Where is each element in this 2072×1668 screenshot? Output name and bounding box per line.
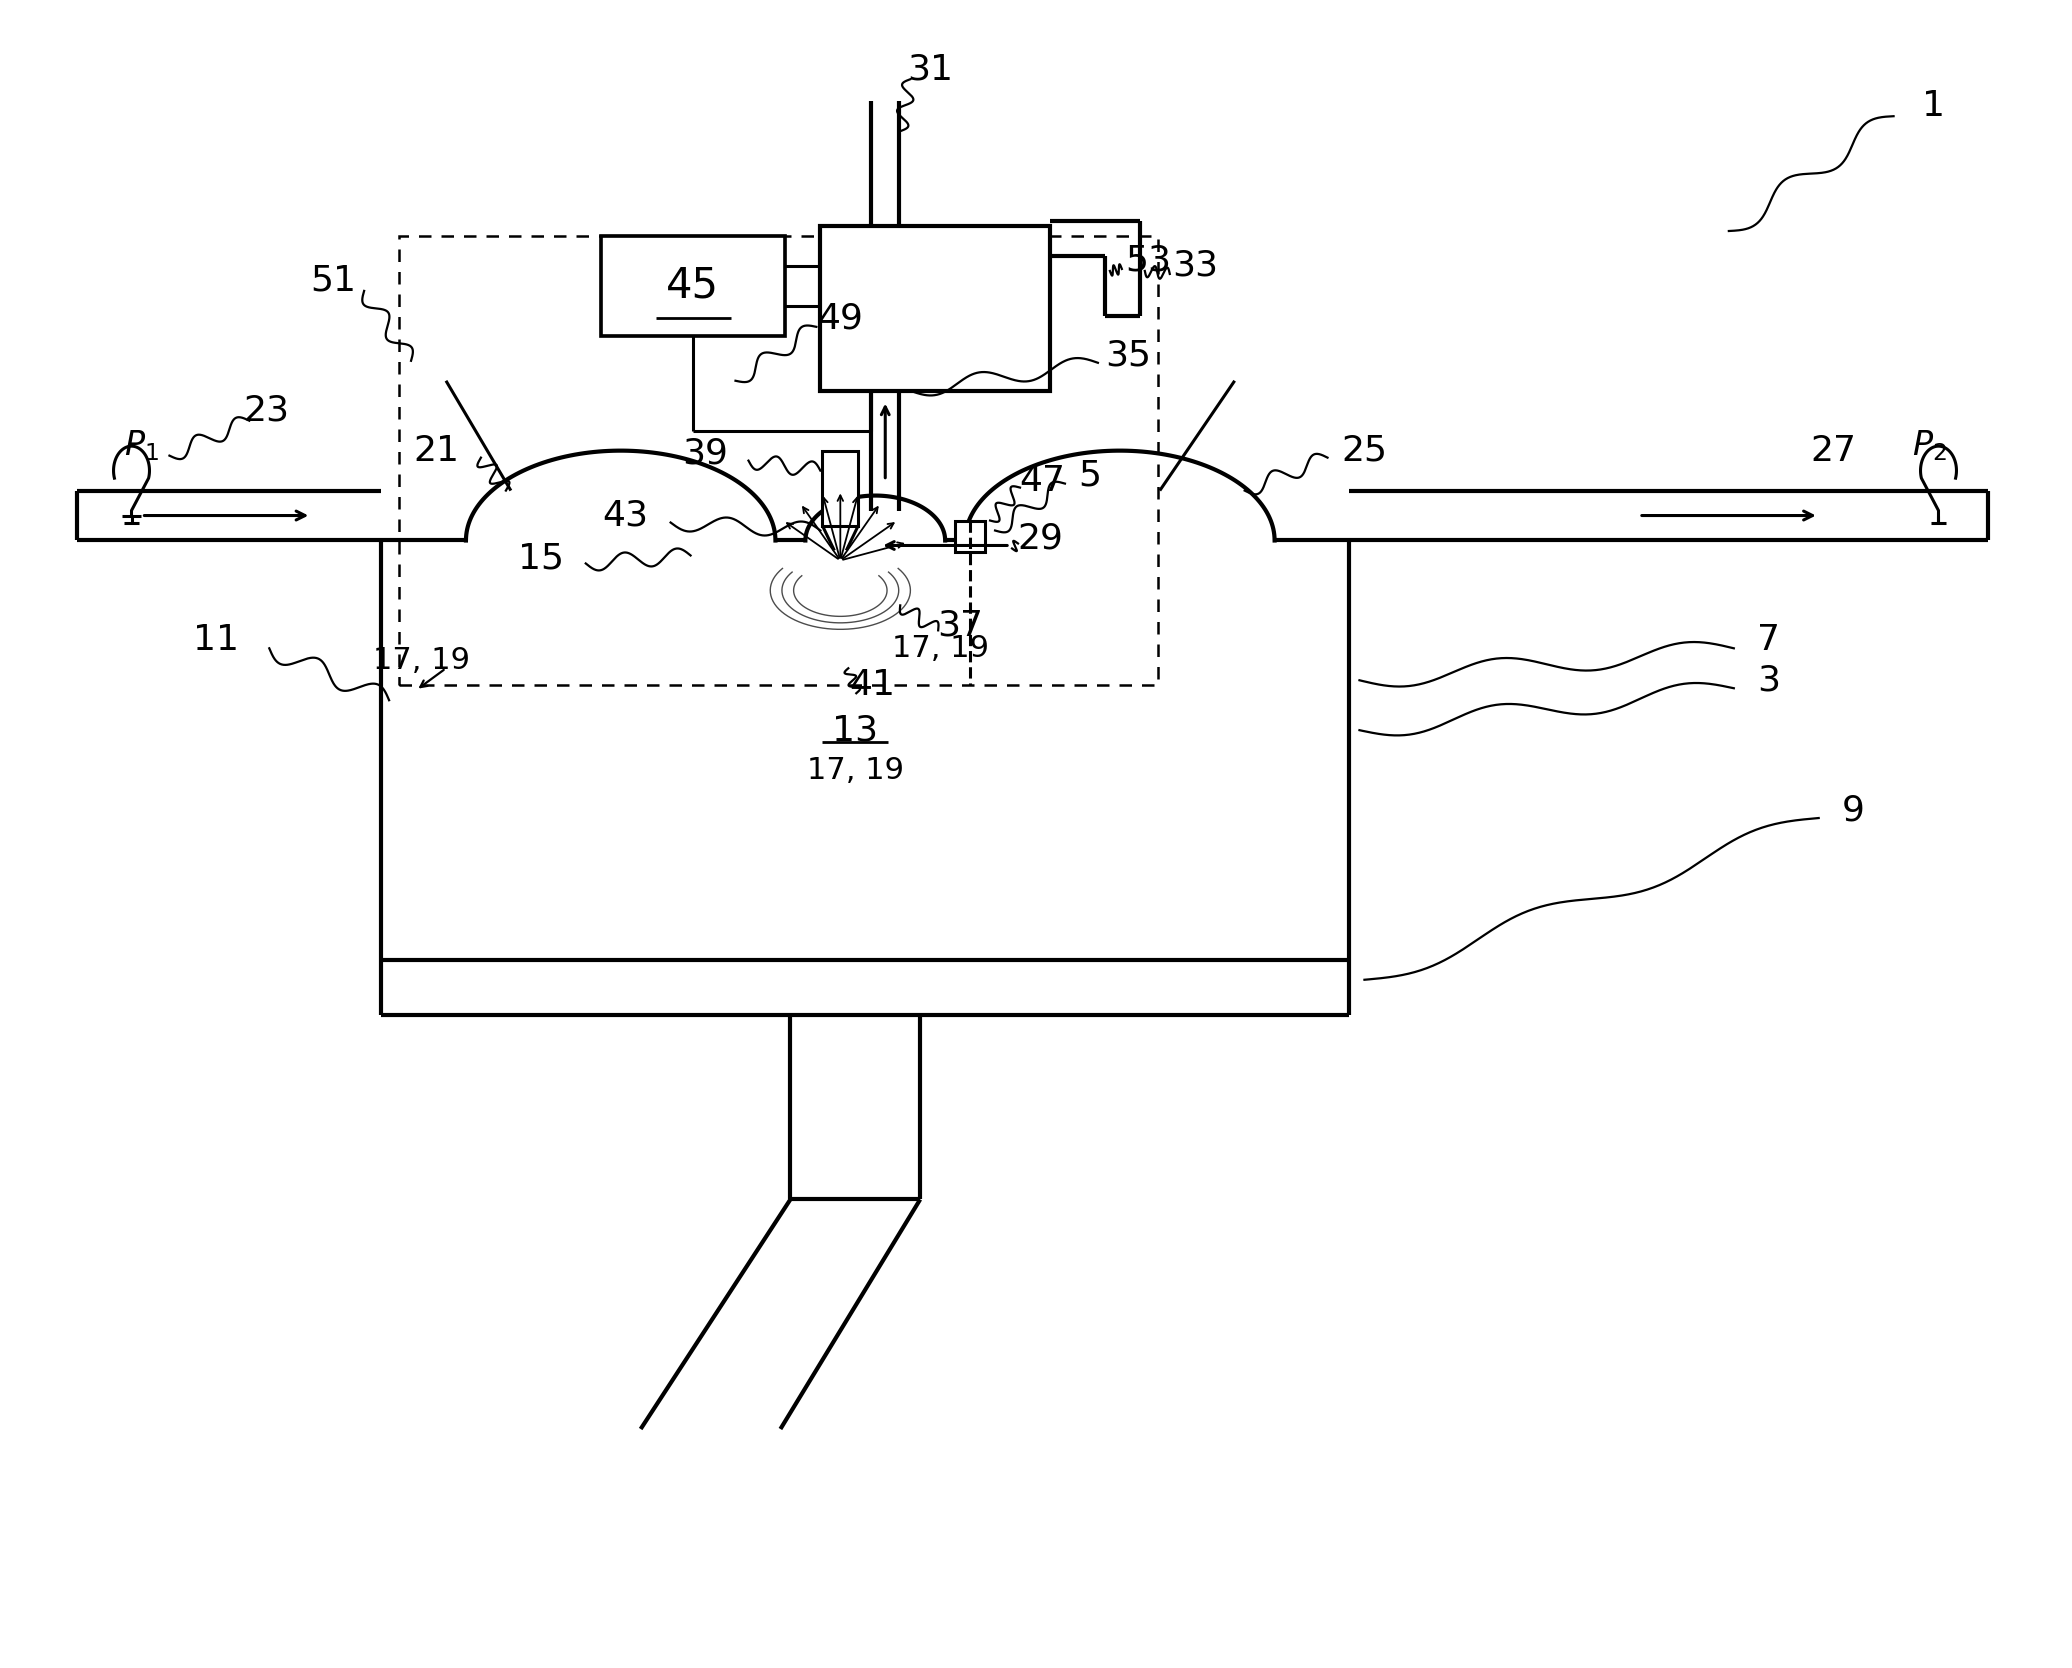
Text: $P_2$: $P_2$	[1912, 429, 1946, 464]
Text: 43: 43	[603, 499, 649, 532]
Text: 49: 49	[816, 302, 864, 335]
Text: 39: 39	[682, 437, 729, 470]
Bar	[821, 227, 1051, 390]
Text: 17, 19: 17, 19	[891, 634, 988, 662]
Text: 33: 33	[1173, 249, 1218, 284]
Text: 29: 29	[1017, 522, 1063, 555]
Text: 9: 9	[1842, 792, 1865, 827]
Text: 35: 35	[1104, 339, 1150, 372]
Text: 5: 5	[1077, 459, 1102, 492]
Text: 53: 53	[1125, 244, 1171, 279]
Text: 51: 51	[311, 264, 356, 299]
Text: 15: 15	[518, 542, 564, 575]
Bar	[400, 235, 1158, 686]
Bar	[955, 520, 984, 552]
Text: 31: 31	[908, 52, 953, 87]
Text: 27: 27	[1811, 434, 1857, 467]
Text: 23: 23	[242, 394, 290, 427]
Text: 47: 47	[1019, 464, 1065, 497]
Text: 25: 25	[1341, 434, 1388, 467]
Text: 7: 7	[1757, 624, 1780, 657]
Text: 1: 1	[1923, 88, 1946, 123]
Text: 13: 13	[833, 714, 879, 747]
Text: 17, 19: 17, 19	[373, 646, 470, 676]
Text: $P_1$: $P_1$	[124, 429, 157, 464]
Text: 37: 37	[937, 609, 982, 642]
Text: 3: 3	[1757, 664, 1780, 697]
Bar	[823, 450, 858, 525]
Text: 11: 11	[193, 624, 240, 657]
Text: 21: 21	[412, 434, 460, 467]
Bar	[601, 235, 785, 335]
Text: 41: 41	[850, 669, 895, 702]
Text: 17, 19: 17, 19	[806, 756, 903, 784]
Text: 45: 45	[665, 265, 719, 307]
